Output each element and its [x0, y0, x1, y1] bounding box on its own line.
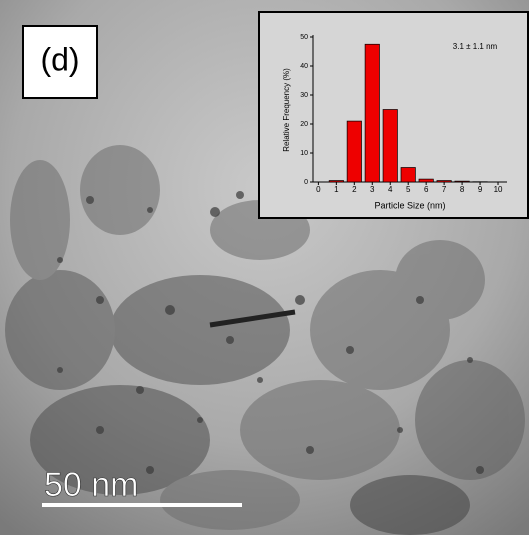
bar [419, 179, 433, 182]
panel-label: (d) [40, 41, 79, 77]
y-axis-label: Relative Frequency (%) [282, 68, 291, 152]
x-tick-label: 2 [352, 185, 357, 194]
x-tick-label: 3 [370, 185, 375, 194]
y-tick-label: 40 [300, 63, 308, 70]
bar [455, 181, 469, 182]
x-axis-label: Particle Size (nm) [374, 200, 445, 210]
x-tick-label: 8 [460, 185, 465, 194]
y-tick-label: 0 [304, 179, 308, 186]
scale-bar-label: 50 nm [44, 466, 139, 504]
y-tick-label: 10 [300, 150, 308, 157]
y-tick-label: 20 [300, 121, 308, 128]
x-tick-label: 6 [424, 185, 429, 194]
y-tick-label: 50 [300, 34, 308, 41]
x-tick-label: 1 [334, 185, 339, 194]
x-tick-label: 9 [478, 185, 483, 194]
x-tick-label: 5 [406, 185, 411, 194]
bar [329, 181, 343, 182]
bar [383, 110, 397, 183]
x-tick-label: 4 [388, 185, 393, 194]
bar [347, 121, 361, 182]
bar [437, 181, 451, 182]
y-tick-label: 30 [300, 92, 308, 99]
x-tick-label: 7 [442, 185, 447, 194]
inset-histogram: Particle Size (nm) Relative Frequency (%… [259, 12, 528, 218]
x-tick-label: 0 [316, 185, 321, 194]
bar [365, 44, 379, 182]
scale-bar [42, 503, 242, 507]
bar [401, 168, 415, 183]
figure: (d) 50 nm Particle Size (nm) Relative Fr… [0, 0, 529, 535]
x-tick-label: 10 [494, 185, 503, 194]
annotation: 3.1 ± 1.1 nm [453, 42, 498, 51]
